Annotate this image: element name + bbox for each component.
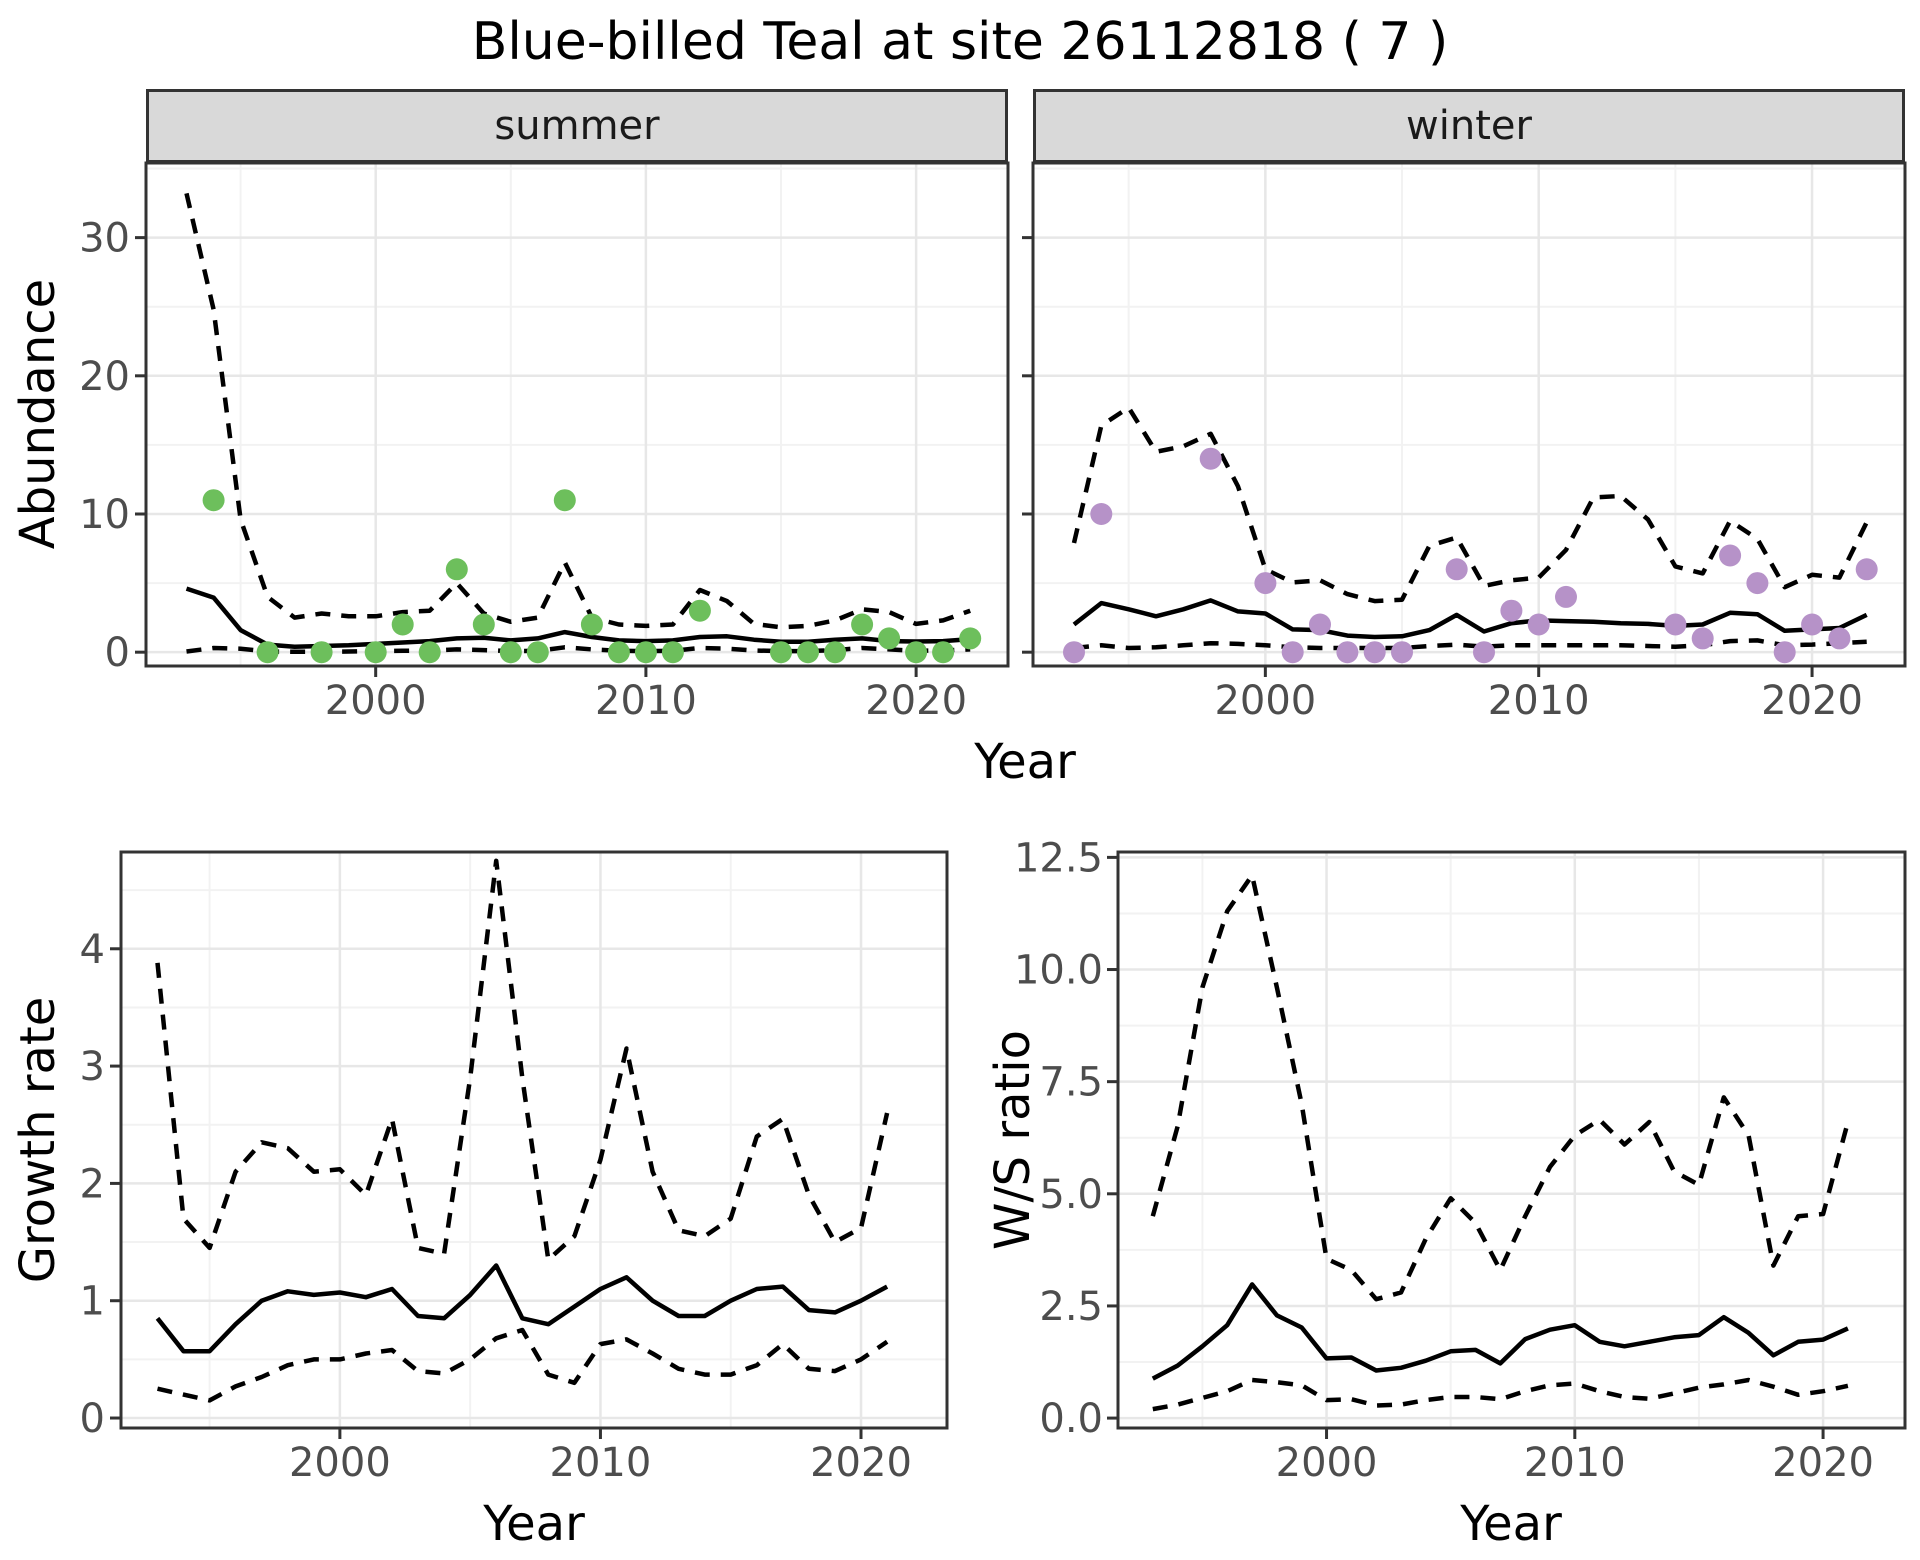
data-point-summer bbox=[445, 558, 468, 581]
data-point-winter bbox=[1801, 613, 1824, 636]
data-point-summer bbox=[526, 641, 549, 664]
y-tick-label: 0.0 bbox=[1039, 1396, 1103, 1442]
y-axis-title-abundance: Abundance bbox=[10, 278, 66, 550]
y-tick-label: 30 bbox=[79, 216, 130, 262]
y-tick-label: 0 bbox=[80, 1396, 105, 1442]
data-point-winter bbox=[1281, 641, 1304, 664]
series-line-upper_ci-summer bbox=[184, 192, 971, 630]
data-point-summer bbox=[851, 613, 874, 636]
x-tick-label: 2010 bbox=[1524, 1440, 1626, 1486]
data-point-winter bbox=[1719, 544, 1742, 567]
data-point-summer bbox=[878, 627, 901, 650]
data-point-winter bbox=[1063, 641, 1085, 664]
series-line-mean-w-s-ratio bbox=[1151, 1282, 1849, 1381]
data-point-winter bbox=[1090, 503, 1113, 525]
y-tick-label: 3 bbox=[80, 1044, 105, 1090]
data-point-summer bbox=[607, 641, 630, 664]
data-point-winter bbox=[1336, 641, 1359, 664]
data-point-winter bbox=[1254, 572, 1277, 595]
data-point-winter bbox=[1773, 641, 1796, 664]
y-tick-label: 10 bbox=[79, 492, 130, 538]
series-line-lower_ci-growth-rate bbox=[157, 1327, 889, 1403]
data-point-summer bbox=[580, 613, 603, 636]
plot-title: Blue-billed Teal at site 26112818 ( 7 ) bbox=[471, 12, 1449, 72]
y-tick-label: 5.0 bbox=[1039, 1172, 1103, 1218]
panel-border-winter bbox=[1031, 161, 1907, 668]
x-tick-label: 2020 bbox=[865, 678, 967, 724]
data-point-summer bbox=[364, 641, 387, 664]
series-line-lower_ci-winter bbox=[1073, 638, 1867, 651]
data-point-winter bbox=[1828, 627, 1851, 650]
y-tick-label: 12.5 bbox=[1014, 835, 1103, 881]
data-point-winter bbox=[1664, 613, 1687, 636]
data-point-summer bbox=[472, 613, 495, 636]
data-point-summer bbox=[418, 641, 441, 664]
x-tick-label: 2000 bbox=[325, 678, 427, 724]
x-tick-label: 2010 bbox=[1488, 678, 1590, 724]
series-line-mean-winter bbox=[1072, 598, 1868, 640]
panel-background-growth-rate bbox=[121, 852, 947, 1428]
x-axis-title-year-top: Year bbox=[974, 734, 1076, 790]
y-tick-label: 20 bbox=[79, 354, 130, 400]
data-point-winter bbox=[1527, 613, 1550, 636]
data-point-summer bbox=[202, 489, 225, 512]
y-tick-label: 2.5 bbox=[1039, 1284, 1103, 1330]
data-point-summer bbox=[391, 613, 414, 636]
y-tick-label: 4 bbox=[80, 927, 105, 973]
x-axis-title-year-ws: Year bbox=[1460, 1496, 1562, 1552]
data-point-summer bbox=[499, 641, 522, 664]
data-point-summer bbox=[905, 641, 928, 664]
y-axis-title-ws-ratio: W/S ratio bbox=[985, 1029, 1041, 1251]
x-tick-label: 2020 bbox=[1761, 678, 1863, 724]
panel-border-w-s-ratio bbox=[1116, 850, 1907, 1430]
data-point-summer bbox=[310, 641, 333, 664]
data-point-winter bbox=[1746, 572, 1769, 595]
data-point-winter bbox=[1199, 447, 1222, 470]
data-point-winter bbox=[1309, 613, 1331, 636]
x-tick-label: 2000 bbox=[1276, 1440, 1378, 1486]
facet-strip-summer-label: summer bbox=[494, 103, 660, 149]
panel-background-w-s-ratio bbox=[1118, 852, 1905, 1428]
x-tick-label: 2020 bbox=[1772, 1440, 1874, 1486]
y-tick-label: 10.0 bbox=[1014, 948, 1103, 994]
y-axis-title-growth-rate: Growth rate bbox=[10, 996, 66, 1284]
data-point-summer bbox=[256, 641, 279, 664]
panel-border-growth-rate bbox=[119, 850, 949, 1430]
x-tick-label: 2020 bbox=[810, 1440, 912, 1486]
data-point-winter bbox=[1473, 641, 1495, 664]
x-tick-label: 2010 bbox=[595, 678, 697, 724]
x-axis-title-year-growth: Year bbox=[483, 1496, 585, 1552]
data-point-winter bbox=[1500, 599, 1523, 622]
facet-strip-winter-label: winter bbox=[1406, 103, 1532, 149]
data-point-summer bbox=[688, 599, 711, 622]
data-point-summer bbox=[634, 641, 657, 664]
data-point-summer bbox=[770, 641, 792, 664]
data-point-winter bbox=[1391, 641, 1413, 664]
data-point-summer bbox=[797, 641, 819, 664]
x-tick-label: 2000 bbox=[289, 1440, 391, 1486]
x-tick-label: 2010 bbox=[550, 1440, 652, 1486]
y-tick-label: 2 bbox=[80, 1161, 105, 1207]
data-point-winter bbox=[1445, 558, 1468, 581]
y-tick-label: 7.5 bbox=[1039, 1060, 1103, 1106]
data-point-summer bbox=[932, 641, 955, 664]
y-tick-label: 0 bbox=[105, 630, 130, 676]
data-point-winter bbox=[1555, 585, 1577, 608]
data-point-summer bbox=[824, 641, 847, 664]
data-point-winter bbox=[1691, 627, 1714, 650]
data-point-winter bbox=[1855, 558, 1878, 581]
data-point-summer bbox=[553, 489, 576, 512]
panel-border-summer bbox=[144, 161, 1010, 668]
facet-strip-winter: winter bbox=[1033, 89, 1905, 163]
data-point-summer bbox=[661, 641, 684, 664]
series-line-mean-growth-rate bbox=[155, 1263, 889, 1354]
data-point-winter bbox=[1363, 641, 1386, 664]
facet-strip-summer: summer bbox=[146, 89, 1008, 163]
x-tick-label: 2000 bbox=[1214, 678, 1316, 724]
data-point-summer bbox=[959, 627, 982, 650]
y-tick-label: 1 bbox=[80, 1279, 105, 1325]
